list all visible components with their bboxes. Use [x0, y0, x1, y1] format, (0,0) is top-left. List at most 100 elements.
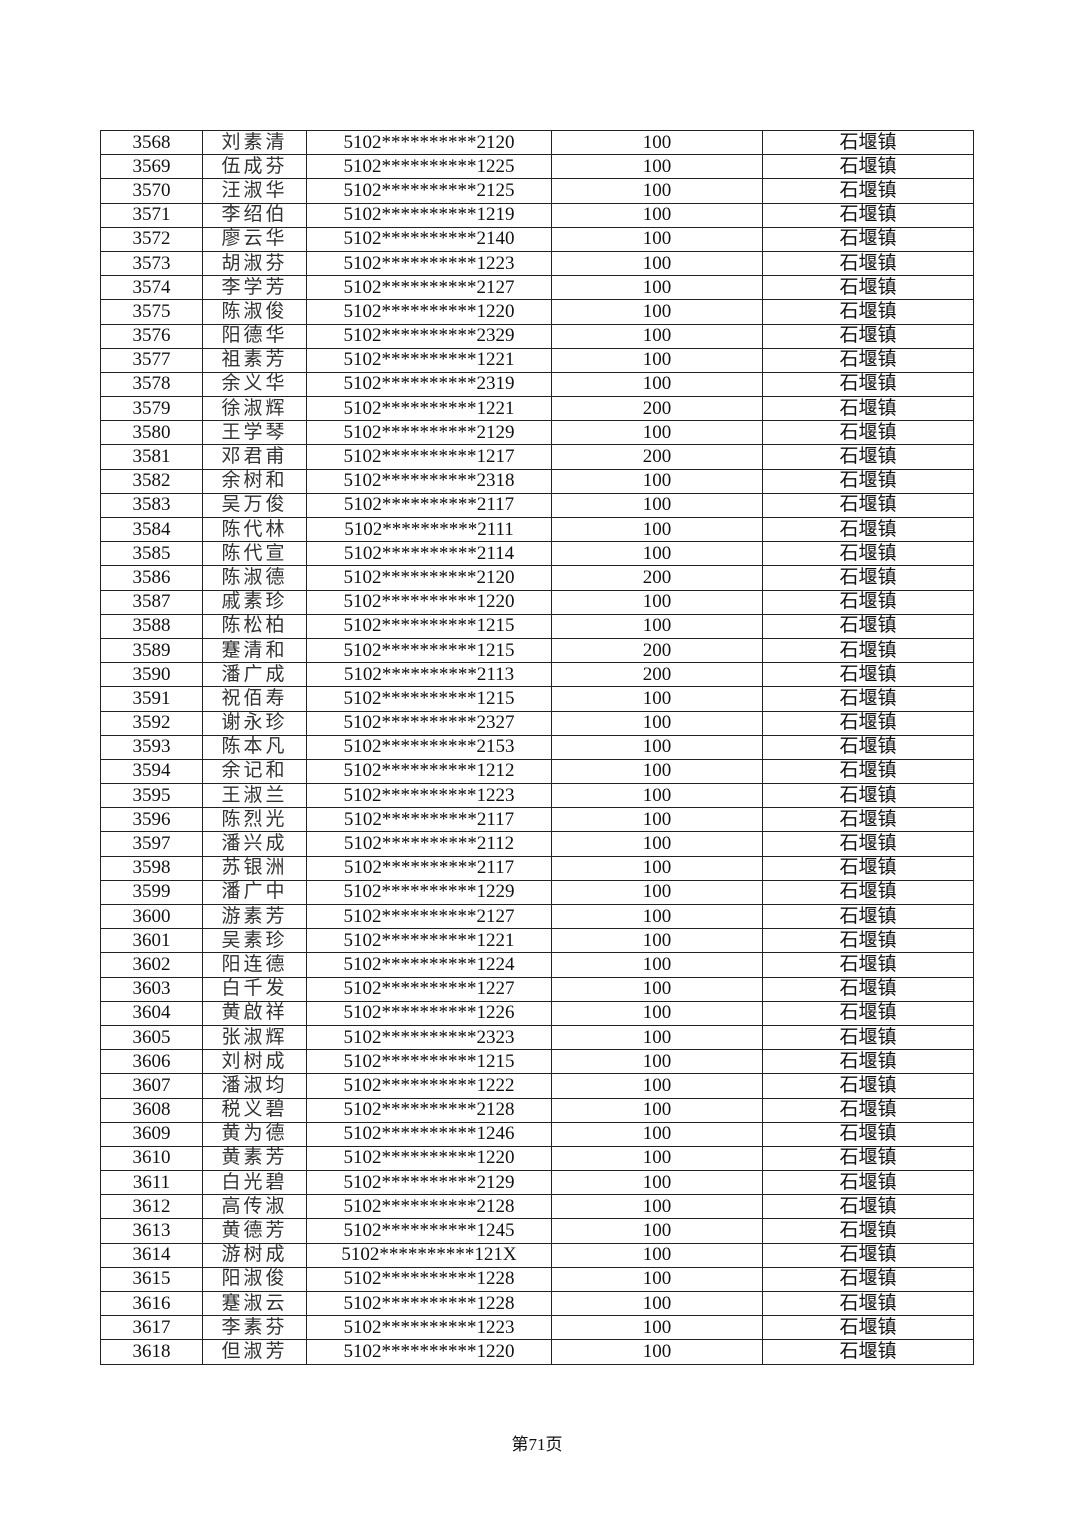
amount-cell: 100: [551, 686, 763, 712]
person-name-cell: 李绍伯: [202, 202, 307, 228]
township-cell: 石堰镇: [762, 831, 974, 857]
person-name-cell: 吴素珍: [202, 928, 307, 954]
id-number-cell: 5102**********2112: [306, 831, 552, 857]
person-name-cell: 苏银洲: [202, 855, 307, 881]
person-name-cell: 李素芬: [202, 1315, 307, 1341]
table-row: 3610 黄素芳 5102**********1220 100 石堰镇: [100, 1145, 974, 1172]
id-number-cell: 5102**********2129: [306, 1170, 552, 1196]
row-number-cell: 3597: [100, 831, 203, 857]
person-name-cell: 潘兴成: [202, 831, 307, 857]
person-name-cell: 税义碧: [202, 1097, 307, 1123]
id-number-cell: 5102**********2127: [306, 903, 552, 930]
id-number-cell: 5102**********1228: [306, 1266, 552, 1293]
table-row: 3571 李绍伯 5102**********1219 100 石堰镇: [100, 202, 974, 228]
township-cell: 石堰镇: [762, 1170, 974, 1196]
row-number-cell: 3581: [100, 444, 203, 470]
amount-cell: 100: [551, 903, 763, 930]
person-name-cell: 陈松柏: [202, 613, 307, 639]
amount-cell: 100: [551, 758, 763, 785]
person-name-cell: 祖素芳: [202, 347, 307, 373]
amount-cell: 100: [551, 492, 763, 519]
id-number-cell: 5102**********2117: [306, 807, 552, 833]
id-number-cell: 5102**********2111: [306, 516, 552, 543]
township-cell: 石堰镇: [762, 1145, 974, 1172]
row-number-cell: 3614: [100, 1242, 203, 1268]
person-name-cell: 但淑芳: [202, 1339, 307, 1365]
township-cell: 石堰镇: [762, 686, 974, 712]
person-name-cell: 阳德华: [202, 323, 307, 349]
person-name-cell: 陈代林: [202, 516, 307, 543]
id-number-cell: 5102**********121X: [306, 1242, 552, 1268]
amount-cell: 100: [551, 202, 763, 228]
township-cell: 石堰镇: [762, 129, 974, 156]
township-cell: 石堰镇: [762, 226, 974, 252]
township-cell: 石堰镇: [762, 855, 974, 881]
table-row: 3616 蹇淑云 5102**********1228 100 石堰镇: [100, 1290, 974, 1317]
table-row: 3578 余义华 5102**********2319 100 石堰镇: [100, 371, 974, 398]
id-number-cell: 5102**********1221: [306, 928, 552, 954]
township-cell: 石堰镇: [762, 613, 974, 639]
id-number-cell: 5102**********2117: [306, 492, 552, 519]
amount-cell: 100: [551, 275, 763, 301]
id-number-cell: 5102**********2114: [306, 541, 552, 567]
row-number-cell: 3589: [100, 637, 203, 664]
township-cell: 石堰镇: [762, 1315, 974, 1341]
amount-cell: 100: [551, 1121, 763, 1147]
township-cell: 石堰镇: [762, 396, 974, 422]
table-row: 3583 吴万俊 5102**********2117 100 石堰镇: [100, 492, 974, 519]
amount-cell: 100: [551, 1242, 763, 1268]
table-row: 3615 阳淑俊 5102**********1228 100 石堰镇: [100, 1266, 974, 1293]
row-number-cell: 3609: [100, 1121, 203, 1147]
amount-cell: 100: [551, 154, 763, 180]
row-number-cell: 3576: [100, 323, 203, 349]
table-row: 3586 陈淑德 5102**********2120 200 石堰镇: [100, 565, 974, 591]
township-cell: 石堰镇: [762, 783, 974, 809]
township-cell: 石堰镇: [762, 589, 974, 615]
person-name-cell: 黄啟祥: [202, 1000, 307, 1026]
township-cell: 石堰镇: [762, 879, 974, 906]
table-row: 3608 税义碧 5102**********2128 100 石堰镇: [100, 1097, 974, 1123]
id-number-cell: 5102**********2319: [306, 371, 552, 398]
id-number-cell: 5102**********2129: [306, 420, 552, 446]
amount-cell: 100: [551, 420, 763, 446]
table-row: 3595 王淑兰 5102**********1223 100 石堰镇: [100, 783, 974, 809]
person-name-cell: 游树成: [202, 1242, 307, 1268]
table-row: 3613 黄德芳 5102**********1245 100 石堰镇: [100, 1218, 974, 1244]
amount-cell: 100: [551, 541, 763, 567]
table-row: 3581 邓君甫 5102**********1217 200 石堰镇: [100, 444, 974, 470]
row-number-cell: 3569: [100, 154, 203, 180]
person-name-cell: 邓君甫: [202, 444, 307, 470]
beneficiary-table: 3568 刘素清 5102**********2120 100 石堰镇 3569 伍成芬 51…: [100, 129, 974, 1365]
id-number-cell: 5102**********1245: [306, 1218, 552, 1244]
person-name-cell: 白千发: [202, 976, 307, 1002]
township-cell: 石堰镇: [762, 565, 974, 591]
township-cell: 石堰镇: [762, 710, 974, 736]
table-row: 3601 吴素珍 5102**********1221 100 石堰镇: [100, 928, 974, 954]
amount-cell: 100: [551, 1194, 763, 1220]
amount-cell: 100: [551, 347, 763, 373]
table-row: 3600 游素芳 5102**********2127 100 石堰镇: [100, 903, 974, 930]
table-row: 3591 祝佰寿 5102**********1215 100 石堰镇: [100, 686, 974, 712]
id-number-cell: 5102**********1220: [306, 299, 552, 325]
id-number-cell: 5102**********2329: [306, 323, 552, 349]
township-cell: 石堰镇: [762, 250, 974, 277]
row-number-cell: 3600: [100, 903, 203, 930]
township-cell: 石堰镇: [762, 807, 974, 833]
table-row: 3587 戚素珍 5102**********1220 100 石堰镇: [100, 589, 974, 615]
person-name-cell: 王淑兰: [202, 783, 307, 809]
id-number-cell: 5102**********2140: [306, 226, 552, 252]
person-name-cell: 阳淑俊: [202, 1266, 307, 1293]
person-name-cell: 刘树成: [202, 1049, 307, 1075]
person-name-cell: 张淑辉: [202, 1024, 307, 1051]
township-cell: 石堰镇: [762, 1242, 974, 1268]
id-number-cell: 5102**********1221: [306, 396, 552, 422]
row-number-cell: 3613: [100, 1218, 203, 1244]
amount-cell: 100: [551, 831, 763, 857]
id-number-cell: 5102**********1215: [306, 637, 552, 664]
row-number-cell: 3577: [100, 347, 203, 373]
person-name-cell: 王学琴: [202, 420, 307, 446]
row-number-cell: 3612: [100, 1194, 203, 1220]
person-name-cell: 陈淑俊: [202, 299, 307, 325]
id-number-cell: 5102**********2153: [306, 734, 552, 760]
row-number-cell: 3604: [100, 1000, 203, 1026]
